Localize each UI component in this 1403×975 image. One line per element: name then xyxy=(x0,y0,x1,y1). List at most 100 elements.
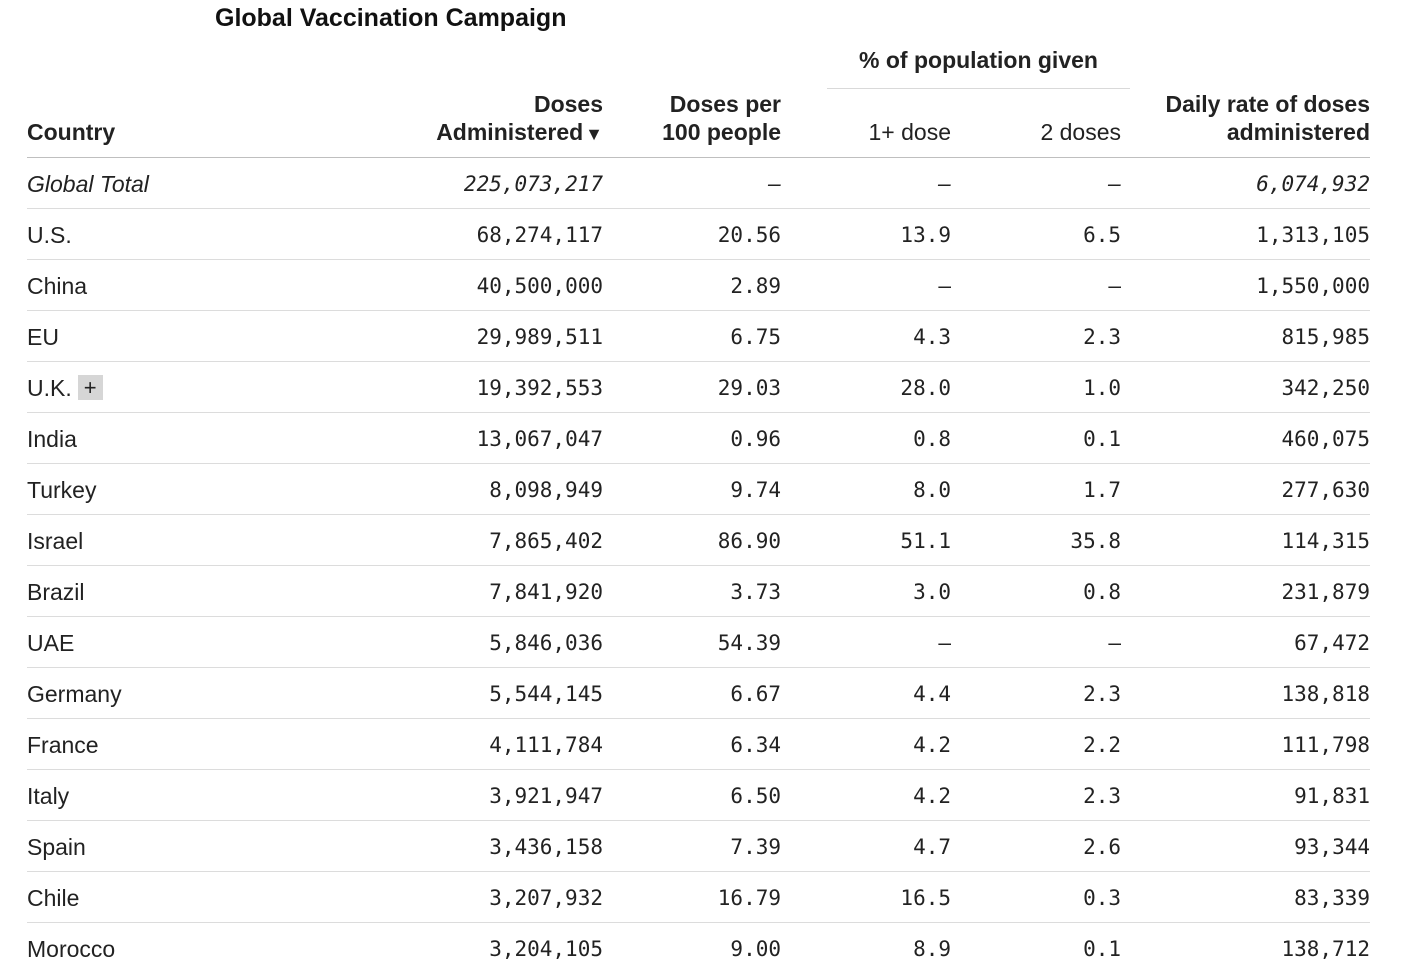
table-row: Israel 7,865,402 86.90 51.1 35.8 114,315 xyxy=(27,515,1370,566)
country-name: Chile xyxy=(27,885,80,911)
doses-cell: 68,274,117 xyxy=(476,223,603,247)
expand-plus-icon[interactable]: + xyxy=(77,375,103,400)
country-cell: Chile xyxy=(27,872,367,922)
doses-per-100-cell: 20.56 xyxy=(717,223,781,247)
country-cell: EU xyxy=(27,311,367,361)
country-cell: Morocco xyxy=(27,923,367,973)
country-name: UAE xyxy=(27,630,75,656)
one-dose-cell: 8.9 xyxy=(913,937,951,961)
country-cell: U.K. + xyxy=(27,362,367,412)
daily-rate-cell: 231,879 xyxy=(1281,580,1370,604)
table-row: Germany 5,544,145 6.67 4.4 2.3 138,818 xyxy=(27,668,1370,719)
daily-rate-cell: 815,985 xyxy=(1281,325,1370,349)
daily-rate-cell: 138,818 xyxy=(1281,682,1370,706)
doses-per-100-cell: 6.50 xyxy=(730,784,781,808)
country-name: Global Total xyxy=(27,171,149,197)
doses-header-line1: Doses xyxy=(533,91,603,117)
column-header-doses-per-100[interactable]: Doses per 100 people xyxy=(620,90,781,146)
two-doses-cell: 2.3 xyxy=(1083,325,1121,349)
column-header-two-doses[interactable]: 2 doses xyxy=(1040,119,1121,145)
country-name: U.K. xyxy=(27,375,72,401)
sort-descending-icon[interactable]: ▼ xyxy=(585,124,603,144)
doses-per-100-cell: 9.00 xyxy=(730,937,781,961)
table-row: Turkey 8,098,949 9.74 8.0 1.7 277,630 xyxy=(27,464,1370,515)
one-dose-cell: 4.4 xyxy=(913,682,951,706)
one-dose-cell: 8.0 xyxy=(913,478,951,502)
doses-cell: 5,846,036 xyxy=(489,631,603,655)
two-doses-cell: – xyxy=(1108,172,1121,196)
one-dose-cell: 4.2 xyxy=(913,733,951,757)
doses-cell: 13,067,047 xyxy=(476,427,603,451)
doses-cell: 5,544,145 xyxy=(489,682,603,706)
column-header-country[interactable]: Country xyxy=(27,119,116,145)
global-total-row: Global Total 225,073,217 – – – 6,074,932 xyxy=(27,158,1370,209)
doses-cell: 225,073,217 xyxy=(463,172,603,196)
two-doses-cell: 2.6 xyxy=(1083,835,1121,859)
doses-cell: 3,204,105 xyxy=(489,937,603,961)
country-name: India xyxy=(27,426,77,452)
rate-header-line1: Daily rate of doses xyxy=(1165,91,1370,117)
two-doses-cell: 1.0 xyxy=(1083,376,1121,400)
rate-header-line2: administered xyxy=(1226,119,1370,145)
one-dose-cell: 4.3 xyxy=(913,325,951,349)
country-cell: Spain xyxy=(27,821,367,871)
country-cell: U.S. xyxy=(27,209,367,259)
doses-per-100-cell: 16.79 xyxy=(717,886,781,910)
daily-rate-cell: 277,630 xyxy=(1281,478,1370,502)
one-dose-cell: 0.8 xyxy=(913,427,951,451)
vaccination-table-body: Global Total 225,073,217 – – – 6,074,932 U.S. 6… xyxy=(27,158,1370,973)
doses-cell: 19,392,553 xyxy=(476,376,603,400)
doses-cell: 4,111,784 xyxy=(489,733,603,757)
country-cell: Germany xyxy=(27,668,367,718)
table-row: Spain 3,436,158 7.39 4.7 2.6 93,344 xyxy=(27,821,1370,872)
doses-per-100-cell: 86.90 xyxy=(717,529,781,553)
country-name: Italy xyxy=(27,783,70,809)
two-doses-cell: 1.7 xyxy=(1083,478,1121,502)
country-name: Germany xyxy=(27,681,122,707)
table-row: Chile 3,207,932 16.79 16.5 0.3 83,339 xyxy=(27,872,1370,923)
two-doses-cell: 0.1 xyxy=(1083,427,1121,451)
country-name: EU xyxy=(27,324,59,350)
one-dose-cell: 3.0 xyxy=(913,580,951,604)
doses-per-100-cell: 3.73 xyxy=(730,580,781,604)
country-cell: Brazil xyxy=(27,566,367,616)
two-doses-cell: 0.8 xyxy=(1083,580,1121,604)
doses-per-100-cell: 54.39 xyxy=(717,631,781,655)
two-doses-cell: 35.8 xyxy=(1070,529,1121,553)
country-cell: Israel xyxy=(27,515,367,565)
country-name: China xyxy=(27,273,88,299)
country-name: Brazil xyxy=(27,579,85,605)
column-header-doses-administered[interactable]: Doses Administered ▼ xyxy=(380,90,603,148)
country-name: U.S. xyxy=(27,222,72,248)
daily-rate-cell: 114,315 xyxy=(1281,529,1370,553)
table-row: China 40,500,000 2.89 – – 1,550,000 xyxy=(27,260,1370,311)
doses-cell: 7,865,402 xyxy=(489,529,603,553)
two-doses-cell: 2.3 xyxy=(1083,682,1121,706)
two-doses-cell: 2.3 xyxy=(1083,784,1121,808)
doses-cell: 40,500,000 xyxy=(476,274,603,298)
country-name: Spain xyxy=(27,834,86,860)
one-dose-cell: 28.0 xyxy=(900,376,951,400)
doses-per-100-cell: 7.39 xyxy=(730,835,781,859)
doses-cell: 3,921,947 xyxy=(489,784,603,808)
doses-per-100-cell: 0.96 xyxy=(730,427,781,451)
daily-rate-cell: 342,250 xyxy=(1281,376,1370,400)
table-row: Morocco 3,204,105 9.00 8.9 0.1 138,712 xyxy=(27,923,1370,973)
one-dose-cell: 16.5 xyxy=(900,886,951,910)
doses-per-100-cell: 29.03 xyxy=(717,376,781,400)
country-cell: Turkey xyxy=(27,464,367,514)
daily-rate-cell: 111,798 xyxy=(1281,733,1370,757)
daily-rate-cell: 91,831 xyxy=(1294,784,1370,808)
two-doses-cell: 2.2 xyxy=(1083,733,1121,757)
daily-rate-cell: 138,712 xyxy=(1281,937,1370,961)
table-row: U.S. 68,274,117 20.56 13.9 6.5 1,313,105 xyxy=(27,209,1370,260)
two-doses-cell: 0.1 xyxy=(1083,937,1121,961)
doses-per-100-cell: 6.75 xyxy=(730,325,781,349)
column-header-daily-rate[interactable]: Daily rate of doses administered xyxy=(1130,90,1370,146)
doses-cell: 3,207,932 xyxy=(489,886,603,910)
header-divider xyxy=(27,157,1370,158)
doses-per-100-cell: – xyxy=(768,172,781,196)
column-header-one-dose[interactable]: 1+ dose xyxy=(868,119,952,145)
daily-rate-cell: 83,339 xyxy=(1294,886,1370,910)
daily-rate-cell: 6,074,932 xyxy=(1256,172,1370,196)
